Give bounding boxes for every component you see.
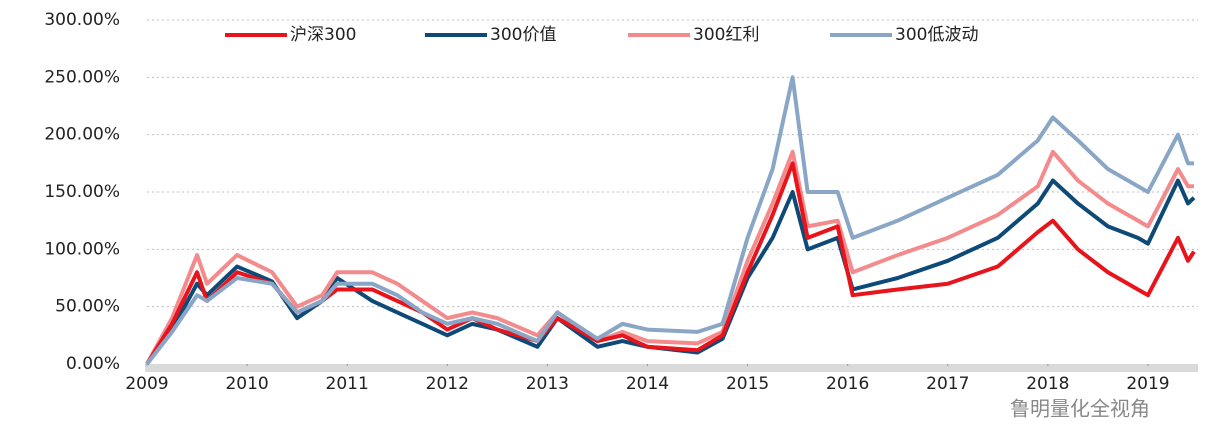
x-tick-label: 2012 <box>426 374 469 394</box>
x-tick-label: 2017 <box>926 374 969 394</box>
line-series <box>145 149 1194 365</box>
watermark: 鲁明量化全视角 <box>1010 397 1150 421</box>
line-series <box>145 178 1196 366</box>
y-tick-label: 50.00% <box>55 297 120 317</box>
x-tick-label: 2018 <box>1026 374 1069 394</box>
legend-label: 沪深300 <box>290 25 356 45</box>
x-tick-label: 2011 <box>326 374 369 394</box>
x-tick-label: 2010 <box>225 374 268 394</box>
line-series <box>145 75 1194 366</box>
y-tick-label: 200.00% <box>44 125 120 145</box>
legend-label: 300红利 <box>693 25 759 45</box>
x-tick-label: 2014 <box>626 374 669 394</box>
line-series <box>145 161 1196 366</box>
x-tick-label: 2013 <box>526 374 569 394</box>
x-tick-label: 2009 <box>125 374 168 394</box>
x-axis-band <box>145 364 1198 372</box>
x-tick-label: 2015 <box>726 374 769 394</box>
y-tick-label: 0.00% <box>66 354 120 374</box>
y-tick-label: 250.00% <box>44 67 120 87</box>
y-tick-label: 100.00% <box>44 239 120 259</box>
legend-label: 300价值 <box>490 25 556 45</box>
legend-label: 300低波动 <box>895 25 978 45</box>
y-tick-label: 300.00% <box>44 10 120 30</box>
x-tick-label: 2016 <box>826 374 869 394</box>
y-tick-label: 150.00% <box>44 182 120 202</box>
x-tick-label: 2019 <box>1126 374 1169 394</box>
